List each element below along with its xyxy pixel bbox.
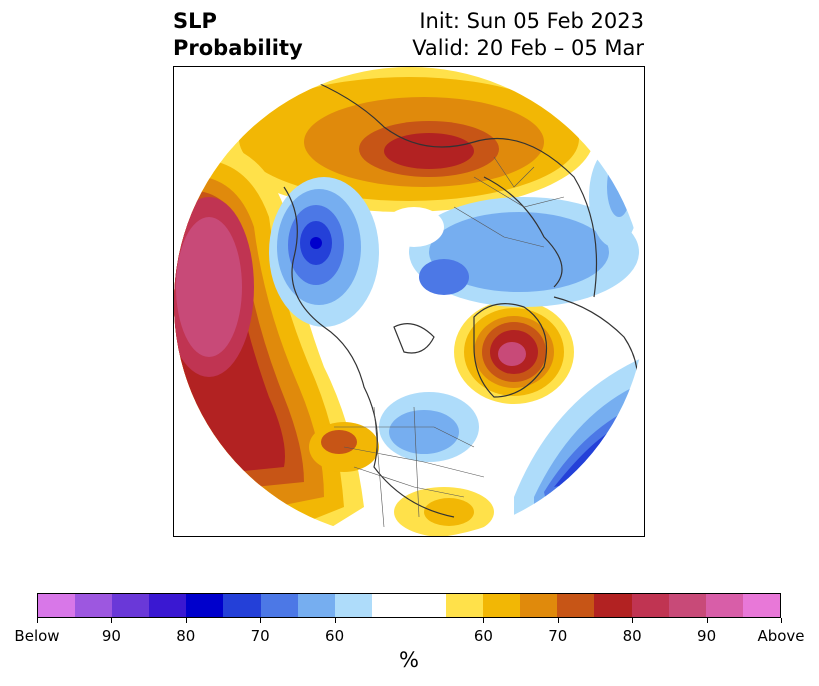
colorbar-tick-label: 90 bbox=[697, 627, 717, 645]
colorbar-tick-label: 70 bbox=[548, 627, 568, 645]
colorbar-segment bbox=[75, 594, 113, 617]
colorbar-tick bbox=[632, 618, 634, 623]
colorbar-segment bbox=[705, 594, 743, 617]
colorbar-segment bbox=[149, 594, 187, 617]
colorbar-unit: % bbox=[399, 648, 419, 672]
colorbar-tick bbox=[781, 618, 782, 623]
above-anomaly-usa bbox=[309, 422, 494, 536]
colorbar-tick bbox=[334, 618, 336, 623]
colorbar-segment bbox=[223, 594, 261, 617]
colorbar-segment bbox=[38, 594, 76, 617]
colorbar-segment bbox=[371, 594, 409, 617]
below-anomaly-siberia bbox=[269, 177, 379, 327]
colorbar-segment bbox=[186, 594, 224, 617]
colorbar-tick-label: 80 bbox=[622, 627, 642, 645]
probability-map-svg bbox=[174, 67, 644, 536]
colorbar-tick-label: 90 bbox=[101, 627, 121, 645]
colorbar-tick bbox=[37, 618, 38, 623]
colorbar-segment bbox=[594, 594, 632, 617]
colorbar-segment bbox=[557, 594, 595, 617]
colorbar-tick bbox=[557, 618, 559, 623]
colorbar-segment bbox=[408, 594, 447, 617]
colorbar-tick bbox=[185, 618, 187, 623]
colorbar-tick-label: 70 bbox=[250, 627, 270, 645]
colorbar-tick-label: Below bbox=[14, 627, 60, 645]
colorbar-segment bbox=[297, 594, 335, 617]
neutral-areas bbox=[371, 207, 444, 316]
colorbar-segment bbox=[260, 594, 298, 617]
colorbar-segment bbox=[334, 594, 372, 617]
colorbar-segment bbox=[742, 594, 780, 617]
polar-map bbox=[173, 66, 645, 537]
valid-range: Valid: 20 Feb – 05 Mar bbox=[412, 36, 644, 60]
product-label: Probability bbox=[173, 36, 303, 60]
colorbar-segment bbox=[520, 594, 558, 617]
colorbar-tick bbox=[111, 618, 113, 623]
borders bbox=[334, 156, 565, 528]
colorbar-tick-label: 60 bbox=[325, 627, 345, 645]
colorbar-segment bbox=[631, 594, 669, 617]
forecast-dates: Init: Sun 05 Feb 2023 Valid: 20 Feb – 05… bbox=[412, 8, 644, 62]
above-anomaly-greenland bbox=[454, 300, 574, 404]
map-title: SLP Probability bbox=[173, 8, 303, 62]
colorbar-tick bbox=[706, 618, 708, 623]
colorbar-segment bbox=[668, 594, 706, 617]
colorbar-tick-label: 60 bbox=[473, 627, 493, 645]
colorbar-segment bbox=[446, 594, 484, 617]
variable-label: SLP bbox=[173, 9, 217, 33]
colorbar bbox=[37, 593, 781, 618]
colorbar-segment bbox=[112, 594, 150, 617]
above-anomaly-europe bbox=[214, 67, 594, 212]
colorbar-tick bbox=[260, 618, 262, 623]
colorbar-segment bbox=[483, 594, 521, 617]
colorbar-tick-label: Above bbox=[757, 627, 805, 645]
colorbar-tick bbox=[483, 618, 485, 623]
colorbar-tick-label: 80 bbox=[176, 627, 196, 645]
init-date: Init: Sun 05 Feb 2023 bbox=[419, 9, 644, 33]
